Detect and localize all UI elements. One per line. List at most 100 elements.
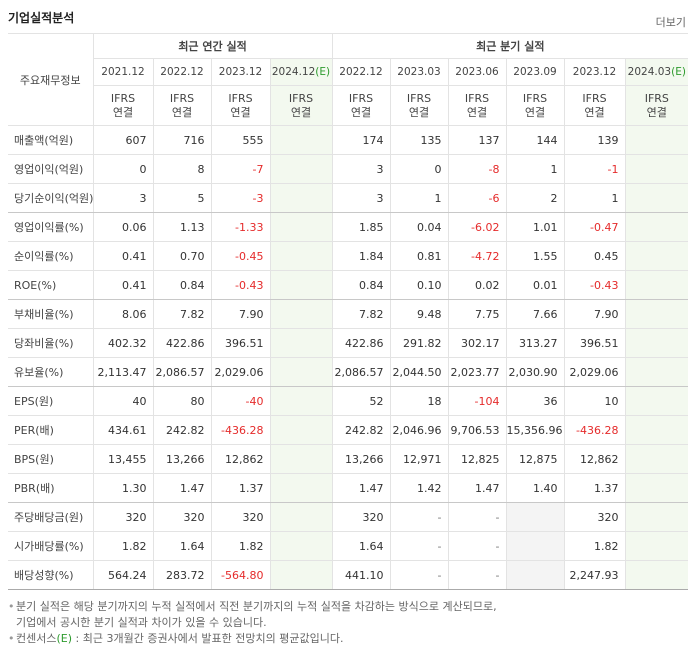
value-cell: 1.37 [563,473,626,503]
value-cell: 242.82 [331,415,391,445]
empty-cell [624,357,689,387]
data-row: PER(배) 434.61 242.82 -436.28 242.82 2,046.96 9… [8,415,689,445]
value-cell: 0.10 [389,270,449,300]
data-row: 유보율(%) 2,113.47 2,086.57 2,029.06 2,086.57 2,… [8,357,689,387]
estimate-mark: (E) [315,66,331,78]
value-cell: 10 [563,386,626,416]
value-cell: 0 [389,154,449,184]
empty-cell [269,299,333,329]
value-cell: -0.43 [563,270,626,300]
value-cell: 7.75 [447,299,507,329]
value-cell: 0.02 [447,270,507,300]
data-row: 당좌비율(%) 402.32 422.86 396.51 422.86 291.82 302… [8,328,689,358]
value-cell: 2 [505,183,565,213]
empty-cell [505,531,565,561]
data-row: EPS(원) 40 80 -40 52 18 -104 36 10 [8,386,689,416]
value-cell: 2,023.77 [447,357,507,387]
value-cell: 1 [389,183,449,213]
empty-cell [269,212,333,242]
value-cell: 52 [331,386,391,416]
value-cell: 1 [505,154,565,184]
empty-cell [624,328,689,358]
table-body: 매출액(억원) 607 716 555 174 135 137 144 139 영업이익(억원) 0… [8,125,689,590]
value-cell: 313.27 [505,328,565,358]
value-cell: 0.84 [152,270,212,300]
period-header: 2023.06 [447,58,507,86]
value-cell: -8 [447,154,507,184]
data-row: 순이익률(%) 0.41 0.70 -0.45 1.84 0.81 -4.72 1.55 0.4… [8,241,689,271]
value-cell: 1.37 [210,473,271,503]
group-header: 최근 연간 실적 [92,33,333,59]
value-cell: 0.41 [92,270,154,300]
basis-line: IFRS [288,91,314,105]
value-cell: - [389,502,449,532]
value-cell: -564.80 [210,560,271,590]
empty-cell [505,502,565,532]
value-cell: 2,247.93 [563,560,626,590]
empty-cell [624,299,689,329]
row-label: BPS(원) [8,444,94,474]
more-link[interactable]: 더보기 [655,16,686,29]
value-cell: 7.82 [331,299,391,329]
empty-cell [624,473,689,503]
row-label: EPS(원) [8,386,94,416]
empty-cell [505,560,565,590]
header-row: 주요재무정보 최근 연간 실적 최근 분기 실적 [8,33,689,126]
data-row: 배당성향(%) 564.24 283.72 -564.80 441.10- -2,247.… [8,560,689,590]
basis-line: 연결 [646,105,667,119]
value-cell: - [389,560,449,590]
value-cell: 320 [563,502,626,532]
value-cell: - [389,531,449,561]
value-cell: 139 [563,125,626,155]
value-cell: 0.84 [331,270,391,300]
value-cell: 320 [152,502,212,532]
basis-header: IFRS 연결 [331,85,391,126]
row-label: 영업이익(억원) [8,154,94,184]
basis-line: IFRS [522,91,548,105]
basis-line: 연결 [112,105,134,119]
value-cell: 3 [331,183,391,213]
value-cell: 0.01 [505,270,565,300]
row-label: 순이익률(%) [8,241,94,271]
value-cell: -436.28 [563,415,626,445]
value-cell: 555 [210,125,271,155]
note-text: : 최근 3개월간 증권사에서 발표한 전망치의 평균값입니다. [72,632,344,645]
value-cell: 1.64 [152,531,212,561]
value-cell: 434.61 [92,415,154,445]
basis-line: IFRS [644,91,669,105]
value-cell: 1.82 [210,531,271,561]
value-cell: 1.47 [447,473,507,503]
value-cell: -7 [210,154,271,184]
data-row: 영업이익(억원) 0 8 -7 3 0 -8 1 -1 [8,154,689,184]
empty-cell [269,328,333,358]
basis-line: IFRS [348,91,374,105]
basis-line: IFRS [406,91,432,105]
value-cell: 1.47 [152,473,212,503]
period-header: 2022.12 [152,58,212,86]
value-cell: 9,706.53 [447,415,507,445]
corner-header: 주요재무정보 [8,33,94,126]
empty-cell [269,531,333,561]
row-label: 배당성향(%) [8,560,94,590]
row-label: PER(배) [8,415,94,445]
value-cell: 302.17 [447,328,507,358]
basis-header: IFRS 연결 [447,85,507,126]
value-cell: 7.90 [563,299,626,329]
period-header: 2024.12(E) [269,58,333,86]
basis-line: 연결 [466,105,488,119]
row-label: 유보율(%) [8,357,94,387]
empty-cell [269,241,333,271]
row-label: 영업이익률(%) [8,212,94,242]
value-cell: 7.90 [210,299,271,329]
basis-line: IFRS [228,91,253,105]
basis-header: IFRS 연결 [389,85,449,126]
value-cell: 144 [505,125,565,155]
value-cell: - [447,502,507,532]
period-header: 2023.12 [563,58,626,86]
value-cell: 12,862 [563,444,626,474]
period-header: 2023.09 [505,58,565,86]
data-row: PBR(배) 1.30 1.47 1.37 1.47 1.42 1.47 1.40 1.37 [8,473,689,503]
value-cell: 137 [447,125,507,155]
value-cell: 1.13 [152,212,212,242]
